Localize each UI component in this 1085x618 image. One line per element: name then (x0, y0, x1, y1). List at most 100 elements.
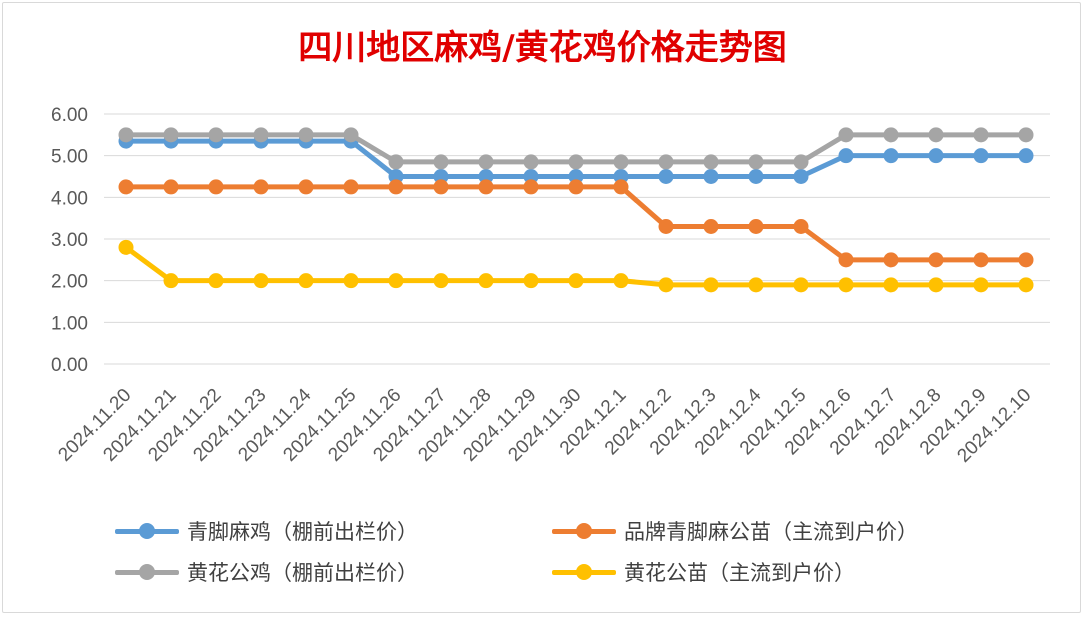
data-point (208, 273, 224, 289)
data-point (388, 154, 404, 170)
data-point (118, 179, 134, 195)
data-point (478, 179, 494, 195)
data-point (838, 277, 854, 293)
data-point (478, 273, 494, 289)
data-point (658, 277, 674, 293)
series-3 (118, 127, 1034, 170)
data-point (793, 277, 809, 293)
data-point (118, 239, 134, 255)
data-point (613, 273, 629, 289)
legend-label: 青脚麻鸡（棚前出栏价） (187, 520, 418, 544)
data-point (568, 154, 584, 170)
y-tick-label: 6.00 (51, 105, 88, 126)
data-point (253, 273, 269, 289)
legend-swatch (552, 562, 616, 582)
data-point (523, 154, 539, 170)
data-point (1018, 277, 1034, 293)
x-axis-ticks: 2024.11.202024.11.212024.11.222024.11.23… (54, 384, 1035, 466)
data-point (253, 127, 269, 143)
data-point (523, 169, 539, 184)
series-4 (118, 239, 1034, 293)
data-point (253, 179, 269, 195)
data-point (793, 154, 809, 170)
data-point (523, 273, 539, 289)
data-point (163, 273, 179, 289)
data-point (388, 169, 404, 184)
y-tick-label: 4.00 (51, 188, 88, 209)
data-point (928, 252, 944, 268)
data-point (973, 277, 989, 293)
data-point (478, 169, 494, 184)
data-point (613, 169, 629, 184)
y-tick-label: 0.00 (51, 355, 88, 376)
chart-title: 四川地区麻鸡/黄花鸡价格走势图 (298, 28, 787, 68)
legend-item: 品牌青脚麻公苗（主流到户价） (552, 514, 918, 548)
data-point (433, 169, 449, 184)
y-axis-ticks: 6.00 5.00 4.00 3.00 2.00 1.00 0.00 (51, 105, 88, 376)
y-tick-label: 5.00 (51, 147, 88, 168)
y-tick-label: 1.00 (51, 313, 88, 334)
data-point (883, 277, 899, 293)
legend-item: 青脚麻鸡（棚前出栏价） (115, 514, 418, 548)
legend-swatch (115, 521, 179, 541)
data-point (298, 179, 314, 195)
data-point (208, 179, 224, 195)
data-point (928, 127, 944, 143)
data-point (523, 179, 539, 195)
data-point (748, 277, 764, 293)
data-point (748, 154, 764, 170)
data-point (433, 179, 449, 195)
data-point (298, 127, 314, 143)
data-point (838, 148, 854, 164)
legend-item: 黄花公苗（主流到户价） (552, 555, 855, 589)
data-point (163, 127, 179, 143)
data-point (568, 179, 584, 195)
data-point (208, 127, 224, 143)
data-point (568, 273, 584, 289)
data-point (343, 127, 359, 143)
data-point (658, 219, 674, 234)
data-point (433, 154, 449, 170)
data-point (1018, 148, 1034, 164)
data-point (973, 252, 989, 268)
data-point (1018, 127, 1034, 143)
legend: 青脚麻鸡（棚前出栏价） 品牌青脚麻公苗（主流到户价） 黄花公鸡（棚前出栏价） 黄花公苗… (115, 514, 1015, 594)
data-point (838, 127, 854, 143)
legend-swatch (552, 521, 616, 541)
data-point (478, 154, 494, 170)
data-point (613, 179, 629, 195)
data-point (703, 277, 719, 293)
data-point (118, 127, 134, 143)
legend-swatch (115, 562, 179, 582)
data-point (883, 148, 899, 164)
data-point (613, 154, 629, 170)
data-point (748, 169, 764, 184)
data-point (658, 154, 674, 170)
legend-marker (576, 523, 592, 539)
legend-label: 黄花公鸡（棚前出栏价） (187, 561, 418, 585)
legend-marker (139, 523, 155, 539)
data-point (793, 219, 809, 234)
legend-item: 黄花公鸡（棚前出栏价） (115, 555, 418, 589)
y-tick-label: 3.00 (51, 230, 88, 251)
y-tick-label: 2.00 (51, 272, 88, 293)
series-line (123, 184, 1029, 263)
data-point (703, 154, 719, 170)
data-point (703, 219, 719, 234)
data-point (973, 148, 989, 164)
gridlines (104, 113, 1050, 365)
data-point (883, 127, 899, 143)
data-point (928, 148, 944, 164)
data-point (163, 179, 179, 195)
data-point (343, 179, 359, 195)
data-point (433, 273, 449, 289)
data-point (568, 169, 584, 184)
data-point (748, 219, 764, 234)
data-point (658, 169, 674, 184)
data-point (973, 127, 989, 143)
data-point (298, 273, 314, 289)
legend-marker (139, 564, 155, 580)
